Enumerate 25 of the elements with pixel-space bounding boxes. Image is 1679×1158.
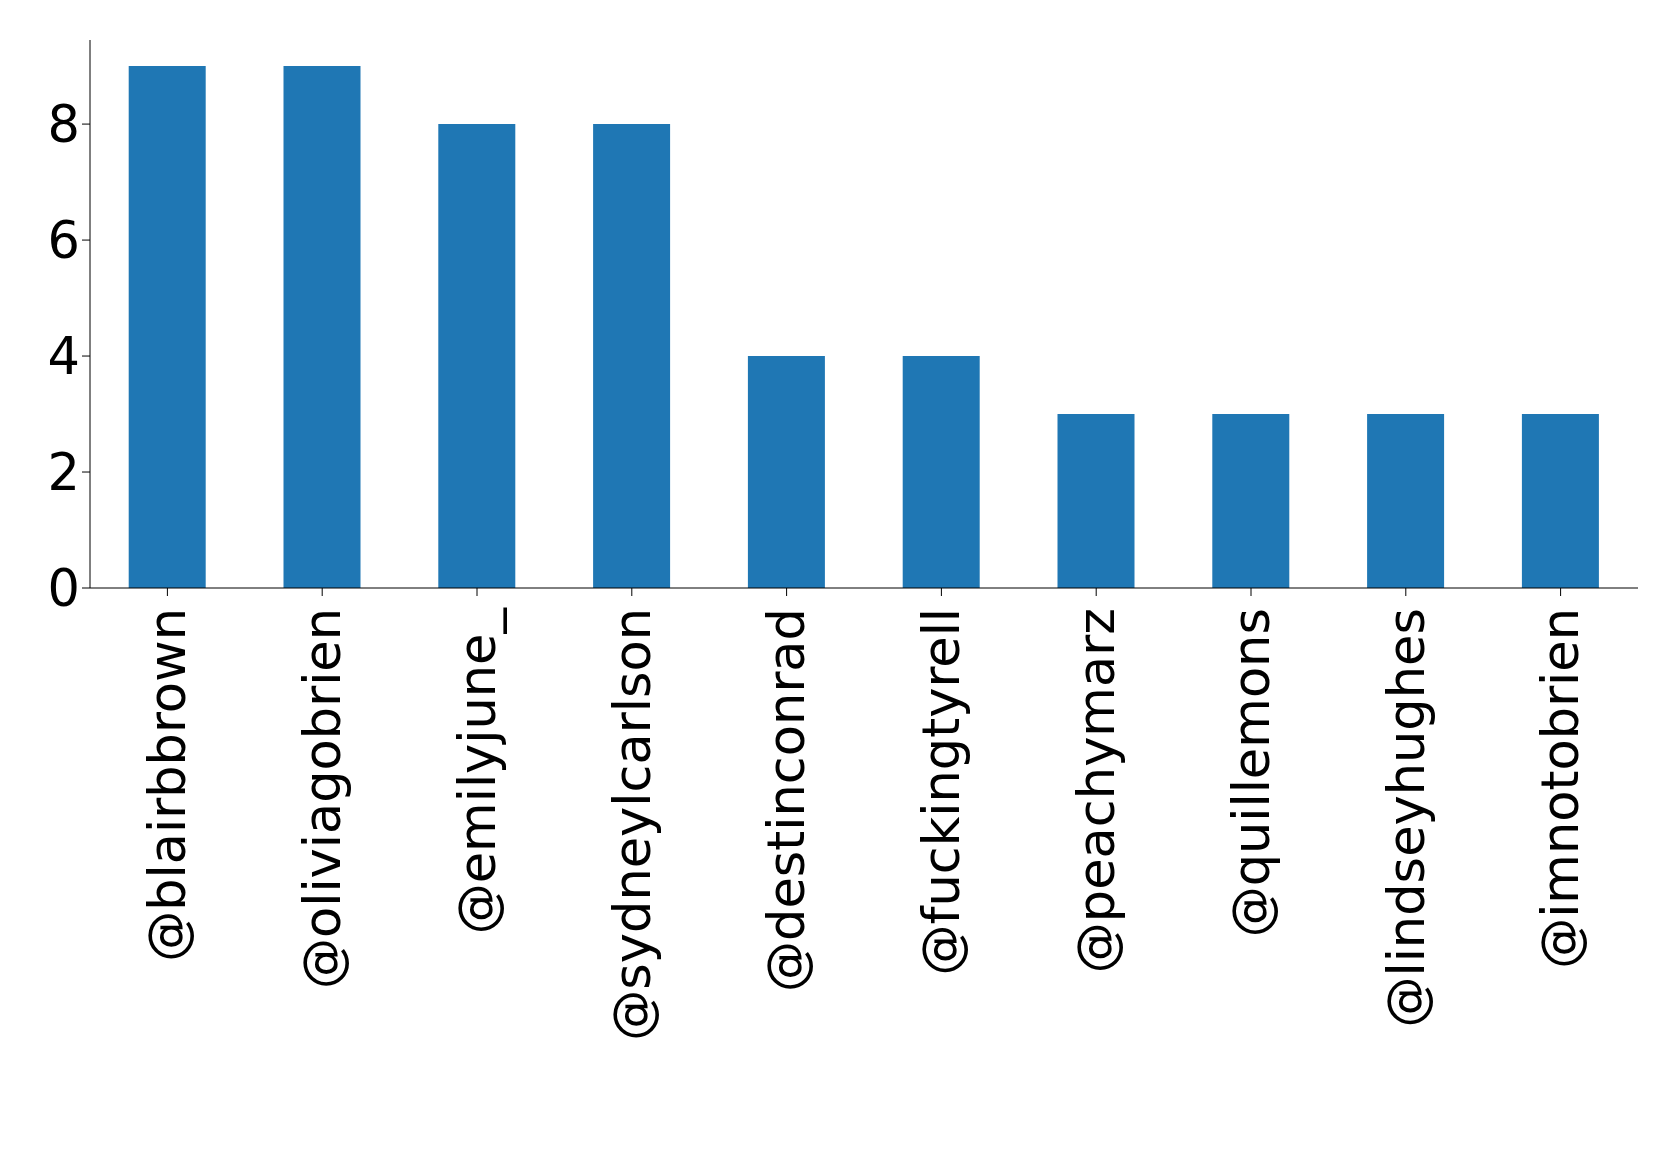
bar: [1212, 414, 1290, 588]
bar: [1521, 414, 1599, 588]
y-tick-label: 8: [47, 95, 80, 155]
x-tick-label: @imnotobrien: [1531, 608, 1591, 969]
bar: [902, 356, 980, 588]
bar: [593, 124, 671, 588]
y-tick-label: 0: [47, 559, 80, 619]
x-tick-label: @emilyjune_: [447, 607, 507, 935]
x-tick-label: @sydneylcarlson: [602, 608, 662, 1041]
x-tick-label: @fuckingtyrell: [912, 608, 972, 976]
y-tick-label: 2: [47, 443, 80, 503]
x-tick-label: @blairbbrown: [138, 608, 198, 962]
bar: [438, 124, 516, 588]
x-tick-label: @quillemons: [1221, 608, 1281, 938]
x-tick-label: @destinconrad: [757, 608, 817, 992]
bar: [1057, 414, 1135, 588]
y-tick-label: 6: [47, 211, 80, 271]
bar: [128, 66, 206, 588]
x-tick-label: @peachymarz: [1067, 608, 1127, 974]
bar: [1367, 414, 1445, 588]
bar: [747, 356, 825, 588]
x-tick-label: @oliviagobrien: [293, 608, 353, 989]
x-tick-label: @lindseyhughes: [1376, 608, 1436, 1028]
bar: [283, 66, 361, 588]
y-tick-label: 4: [47, 327, 80, 387]
